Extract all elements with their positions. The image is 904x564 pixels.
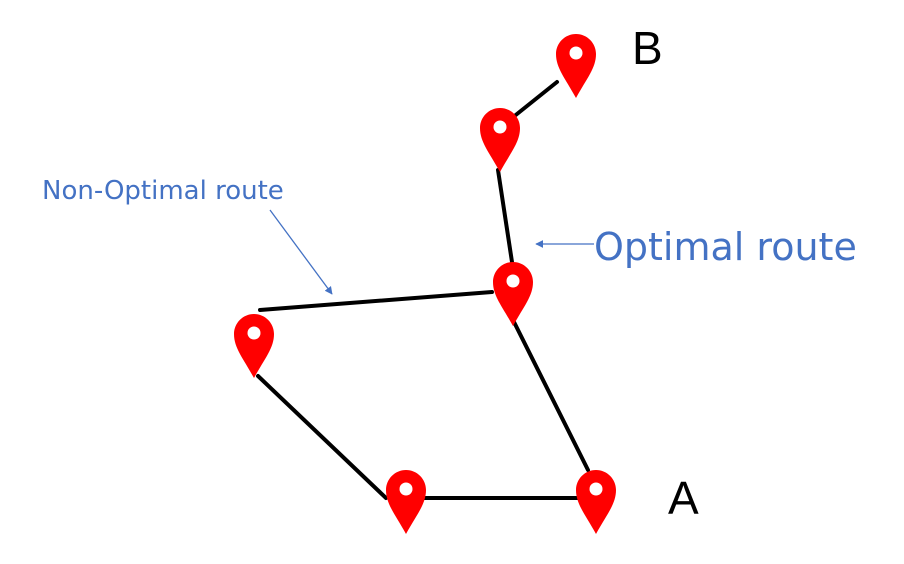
label-end-b: B	[632, 22, 663, 74]
map-pin-icon[interactable]	[556, 34, 596, 98]
annotation-non-optimal-arrow	[269, 209, 333, 295]
map-pin-icon[interactable]	[493, 262, 533, 326]
map-pin-icon[interactable]	[234, 314, 274, 378]
edge-upper-to-center-waypoint	[496, 168, 514, 264]
label-start-a: A	[668, 472, 699, 524]
map-pin-icon[interactable]	[386, 470, 426, 534]
annotation-non-optimal-route: Non-Optimal route	[42, 176, 284, 206]
map-pin-icon[interactable]	[576, 470, 616, 534]
annotation-optimal-route: Optimal route	[594, 225, 857, 269]
edge-center-to-a	[512, 320, 590, 472]
edge-center-to-left-waypoint	[258, 290, 494, 312]
edge-left-to-bottom-waypoint	[256, 374, 388, 500]
location-pins	[234, 34, 616, 534]
map-pin-icon[interactable]	[480, 108, 520, 172]
route-edges	[256, 80, 590, 500]
edge-b-to-upper-waypoint	[510, 80, 559, 120]
